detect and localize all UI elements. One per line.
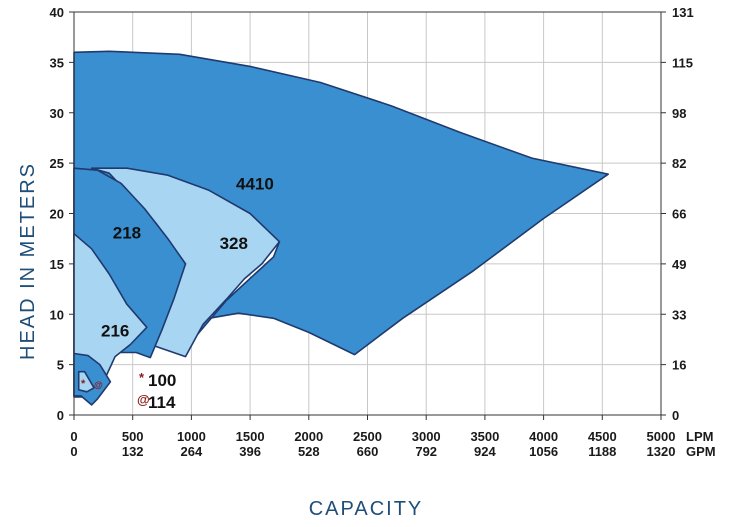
region-100: [73, 352, 112, 406]
x-tick-label-lpm: 1500: [236, 429, 265, 444]
x-tick-label-lpm: 2000: [294, 429, 323, 444]
x-tick-label-gpm: 1188: [588, 444, 616, 459]
y-axis-label: HEAD IN METERS: [17, 162, 39, 360]
y-left-tick-label: 15: [50, 257, 64, 272]
x-tick-label-lpm: 2500: [353, 429, 382, 444]
x-tick-label-lpm: 3500: [470, 429, 499, 444]
y-left-tick-label: 25: [50, 156, 64, 171]
y-left-tick-label: 20: [50, 207, 64, 222]
y-left-tick-label: 35: [50, 55, 64, 70]
performance-regions: [73, 50, 609, 406]
x-tick-label-gpm: 924: [474, 444, 496, 459]
x-tick-label-gpm: 264: [181, 444, 203, 459]
y-right-tick-label: 98: [672, 106, 686, 121]
x-unit-lpm: LPM: [686, 429, 713, 444]
note-symbol-star: *: [139, 370, 145, 385]
note-114: 114: [148, 393, 176, 412]
region-label-216: 216: [101, 321, 129, 340]
region-label-328: 328: [220, 234, 248, 253]
y-right-tick-label: 131: [672, 5, 694, 20]
region-114-marker: @: [94, 380, 103, 390]
y-right-tick-label: 66: [672, 207, 686, 222]
y-left-tick-label: 5: [57, 358, 64, 373]
region-labels: 4410 328 218 216: [101, 174, 274, 340]
x-tick-label-gpm: 396: [239, 444, 261, 459]
x-unit-gpm: GPM: [686, 444, 716, 459]
y-right-tick-label: 16: [672, 358, 686, 373]
note-100: 100: [148, 371, 176, 390]
region-label-218: 218: [113, 224, 141, 243]
note-symbol-at: @: [137, 392, 150, 407]
y-left-tick-label: 30: [50, 106, 64, 121]
y-right-tick-label: 115: [672, 55, 693, 70]
y-axis-label-container: HEAD IN METERS: [17, 162, 39, 360]
model-notes: * 100 @ 114: [137, 370, 176, 412]
x-tick-label-gpm: 660: [357, 444, 379, 459]
region-100-marker: *: [81, 378, 86, 390]
y-right-tick-label: 33: [672, 307, 686, 322]
x-tick-label-lpm: 1000: [177, 429, 206, 444]
y-axis-left-ticks: 0 5 10 15 20 25 30 35 40: [50, 5, 74, 423]
y-axis-right-ticks: 0 16 33 49 66 82 98 115 131: [661, 5, 694, 423]
x-tick-label-lpm: 4000: [529, 429, 558, 444]
x-axis-label: CAPACITY: [308, 498, 424, 520]
y-left-tick-label: 10: [50, 307, 64, 322]
x-tick-label-gpm: 792: [415, 444, 437, 459]
region-4410: [73, 50, 609, 356]
x-tick-label-gpm: 528: [298, 444, 320, 459]
y-right-tick-label: 49: [672, 257, 686, 272]
x-tick-label-lpm: 0: [70, 429, 77, 444]
region-label-4410: 4410: [236, 174, 274, 193]
x-tick-label-lpm: 4500: [588, 429, 617, 444]
x-tick-label-lpm: 500: [122, 429, 144, 444]
y-left-tick-label: 40: [50, 5, 64, 20]
x-tick-label-lpm: 3000: [412, 429, 441, 444]
x-tick-label-gpm: 1056: [529, 444, 558, 459]
x-tick-label-gpm: 132: [122, 444, 144, 459]
y-left-tick-label: 0: [57, 408, 64, 423]
y-right-tick-label: 82: [672, 156, 686, 171]
region-markers: * @: [81, 378, 103, 390]
x-tick-label-gpm: 0: [70, 444, 77, 459]
region-114: [77, 370, 95, 393]
x-tick-label-gpm: 1320: [647, 444, 676, 459]
y-right-tick-label: 0: [672, 408, 679, 423]
x-tick-label-lpm: 5000: [647, 429, 676, 444]
